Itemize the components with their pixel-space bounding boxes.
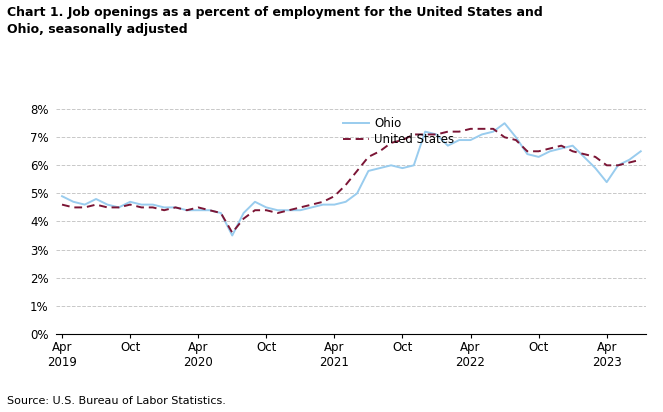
United States [636,157,644,162]
Ohio [103,202,111,207]
United States [274,211,282,215]
Ohio [444,143,452,148]
Ohio [58,194,66,199]
United States [444,129,452,134]
Ohio [501,121,509,126]
United States [376,149,384,154]
United States [467,126,475,131]
Ohio [228,233,236,238]
Legend: Ohio, United States: Ohio, United States [343,117,455,146]
Text: Source: U.S. Bureau of Labor Statistics.: Source: U.S. Bureau of Labor Statistics. [7,396,225,406]
United States [228,230,236,235]
United States [58,202,66,207]
United States [421,132,429,137]
Ohio [421,129,429,134]
Line: Ohio: Ohio [62,123,640,236]
Text: Chart 1. Job openings as a percent of employment for the United States and
Ohio,: Chart 1. Job openings as a percent of em… [7,6,542,36]
Ohio [636,149,644,154]
United States [341,183,349,187]
United States [103,205,111,210]
Ohio [376,166,384,171]
Line: United States: United States [62,129,640,233]
Ohio [274,208,282,213]
Ohio [341,199,349,204]
